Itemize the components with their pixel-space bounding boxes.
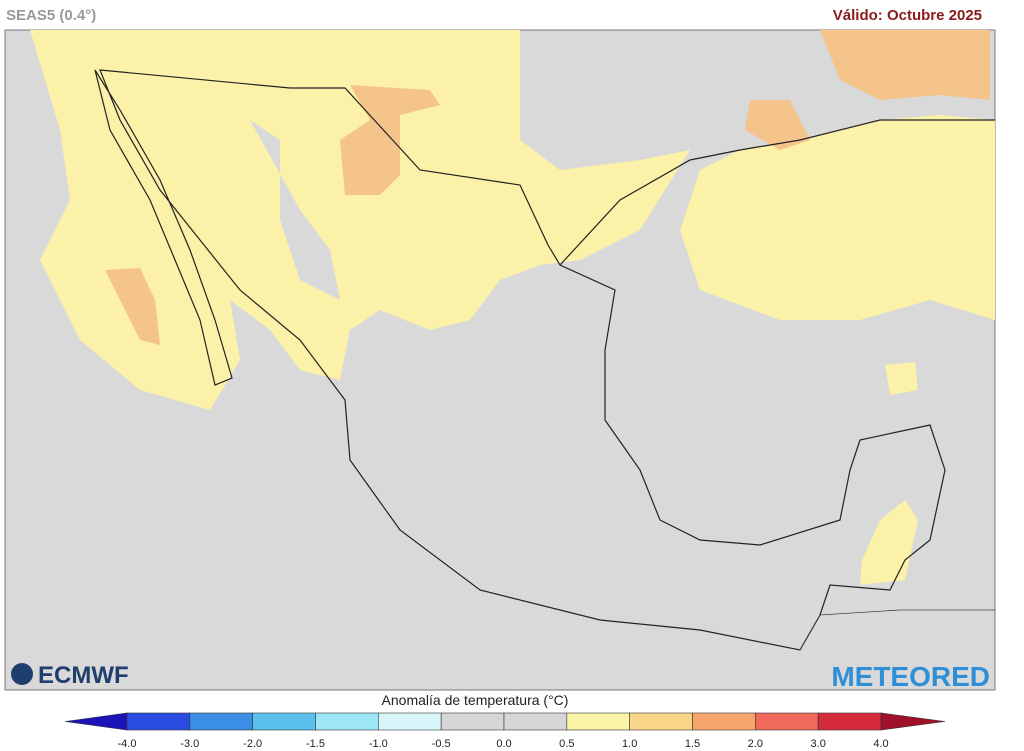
colorbar-end	[64, 712, 128, 731]
anomaly-area	[30, 30, 995, 320]
colorbar-swatch	[252, 712, 316, 731]
colorbar-label: 0.0	[496, 738, 511, 750]
colorbar-label: -1.5	[306, 738, 325, 750]
colorbar-label: 3.0	[811, 738, 826, 750]
anomaly-area	[30, 30, 690, 410]
colorbar-swatch	[755, 712, 819, 731]
colorbar-label: 1.5	[685, 738, 700, 750]
colorbar-label: -2.0	[243, 738, 262, 750]
colorbar-swatch	[440, 712, 505, 731]
colorbar-swatch	[629, 712, 693, 731]
colorbar-title: Anomalía de temperatura (°C)	[382, 692, 569, 708]
colorbar-end	[880, 712, 946, 731]
colorbar-swatch	[566, 712, 630, 731]
logo-text: METEORED	[831, 661, 990, 692]
border-line	[799, 609, 995, 651]
colorbar-swatch	[189, 712, 253, 731]
colorbar-swatch	[315, 712, 379, 731]
colorbar-swatch	[503, 712, 568, 731]
colorbar-label: -1.0	[369, 738, 388, 750]
colorbar-label: -0.5	[432, 738, 451, 750]
anomaly-area	[250, 120, 340, 300]
anomaly-area	[885, 362, 918, 395]
model-label: SEAS5 (0.4°)	[6, 7, 96, 24]
valid-label: Válido: Octubre 2025	[833, 7, 982, 24]
colorbar: -4.0 -3.0 -2.0 -1.5 -1.0 -0.5 0.0 0.5 1.0 1.5 2.0 3…	[64, 712, 946, 750]
coastline	[559, 119, 995, 266]
anomaly-area	[530, 60, 700, 160]
logo-icon	[11, 663, 33, 685]
map-area	[4, 29, 996, 691]
anomaly-area	[820, 30, 990, 100]
ecmwf-logo: ECMWF	[11, 662, 129, 689]
colorbar-label: 1.0	[622, 738, 637, 750]
anomaly-area	[745, 100, 810, 150]
anomaly-area	[105, 268, 160, 345]
colorbar-label: -4.0	[118, 738, 137, 750]
anomaly-area	[340, 85, 440, 195]
colorbar-swatch	[817, 712, 882, 731]
colorbar-label: 2.0	[748, 738, 763, 750]
colorbar-swatch	[126, 712, 191, 731]
colorbar-label: 0.5	[559, 738, 574, 750]
colorbar-label: 4.0	[873, 738, 888, 750]
colorbar-label: -3.0	[180, 738, 199, 750]
colorbar-swatch	[692, 712, 756, 731]
logo-text: ECMWF	[38, 662, 129, 689]
peninsula-outline	[94, 69, 233, 386]
colorbar-swatch	[378, 712, 442, 731]
